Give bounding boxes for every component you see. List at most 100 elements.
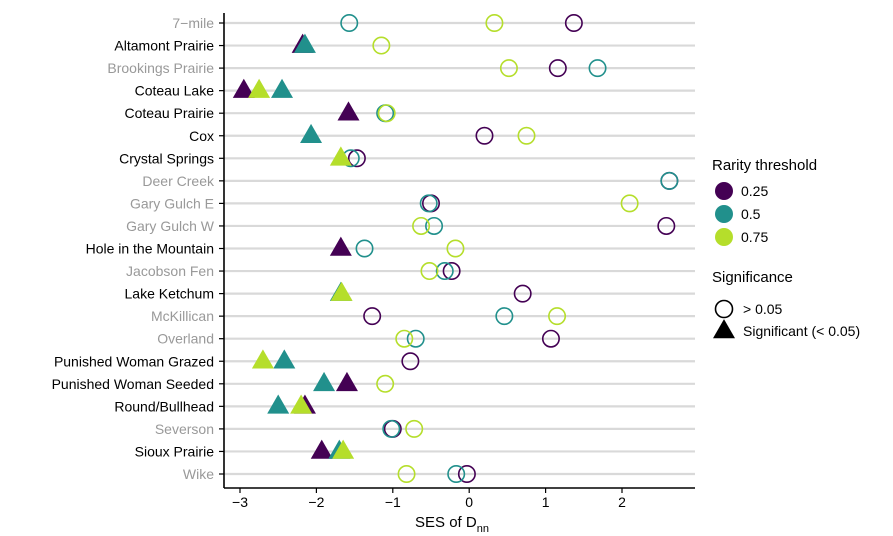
gridlines — [224, 21, 695, 476]
point-nonsignificant-circle — [457, 464, 476, 483]
point-significant-triangle — [300, 123, 323, 144]
point-nonsignificant-circle — [517, 126, 536, 145]
point-nonsignificant-circle — [412, 216, 431, 235]
y-tick-label: Hole in the Mountain — [86, 241, 214, 257]
x-tick-label: 2 — [618, 494, 626, 510]
point-nonsignificant-circle — [657, 216, 676, 235]
point-significant-triangle — [248, 78, 271, 98]
point-significant-triangle — [290, 394, 313, 414]
point-significant-triangle — [232, 78, 255, 98]
point-significant-triangle — [329, 236, 352, 256]
point-nonsignificant-circle — [340, 14, 359, 32]
point-significant-triangle — [310, 439, 333, 459]
y-tick-label: Coteau Prairie — [125, 105, 215, 121]
y-tick-label: Brookings Prairie — [107, 60, 214, 76]
point-significant-triangle — [330, 281, 353, 301]
legend-shape-items: > 0.05 Significant (< 0.05) — [713, 299, 860, 339]
point-nonsignificant-circle — [419, 194, 438, 213]
x-tick-label: −3 — [232, 494, 248, 510]
legend-color-label: 0.5 — [741, 206, 761, 222]
y-tick-label: Jacobson Fen — [126, 263, 214, 279]
point-nonsignificant-circle — [660, 171, 679, 190]
point-nonsignificant-circle — [564, 14, 583, 32]
point-nonsignificant-circle — [475, 126, 494, 145]
point-nonsignificant-circle — [435, 262, 454, 281]
x-axis-title-subscript: nn — [477, 523, 489, 535]
point-significant-triangle — [267, 394, 290, 414]
y-tick-label: 7−mile — [172, 15, 214, 31]
point-nonsignificant-circle — [495, 307, 514, 326]
y-tick-label: Punished Woman Grazed — [54, 353, 214, 369]
point-nonsignificant-circle — [347, 149, 366, 168]
point-significant-triangle — [332, 439, 355, 459]
point-nonsignificant-circle — [401, 352, 420, 371]
legend-color-label: 0.75 — [741, 229, 768, 245]
point-nonsignificant-circle — [405, 419, 424, 438]
point-nonsignificant-circle — [382, 419, 401, 438]
point-nonsignificant-circle — [395, 329, 414, 348]
y-tick-label: Lake Ketchum — [125, 286, 215, 302]
point-significant-triangle — [271, 78, 294, 98]
point-nonsignificant-circle — [406, 329, 425, 348]
point-nonsignificant-circle — [548, 59, 567, 78]
y-tick-label: Wike — [183, 466, 214, 482]
legend-color-label: 0.25 — [741, 183, 768, 199]
x-tick-label: 0 — [465, 494, 473, 510]
y-axis-labels: 7−mile Altamont Prairie Brookings Prairie C… — [52, 15, 224, 482]
x-axis-ticks: −3 −2 −1 0 1 2 — [232, 488, 626, 510]
x-tick-label: −1 — [385, 494, 401, 510]
point-nonsignificant-circle — [541, 329, 560, 348]
legend-color-swatch — [715, 205, 733, 223]
y-tick-label: Overland — [157, 331, 214, 347]
point-nonsignificant-circle — [548, 307, 567, 326]
legend-shape-label: Significant (< 0.05) — [743, 323, 860, 339]
point-nonsignificant-circle — [620, 194, 639, 213]
x-axis-title-main: SES of D — [415, 514, 477, 531]
x-tick-label: 1 — [542, 494, 550, 510]
point-nonsignificant-circle — [355, 239, 374, 258]
y-tick-label: Gary Gulch W — [126, 218, 215, 234]
point-nonsignificant-circle — [446, 239, 465, 258]
point-significant-triangle — [273, 349, 296, 369]
point-nonsignificant-circle — [425, 216, 444, 235]
y-tick-label: Crystal Springs — [119, 150, 214, 166]
point-significant-triangle — [313, 371, 336, 392]
legend: Rarity threshold 0.25 0.5 0.75 Significanc… — [712, 157, 860, 339]
point-nonsignificant-circle — [499, 59, 518, 78]
legend-shape-title: Significance — [712, 269, 793, 286]
y-tick-label: Cox — [189, 128, 214, 144]
point-nonsignificant-circle — [363, 307, 382, 326]
y-tick-label: Round/Bullhead — [114, 398, 214, 414]
point-nonsignificant-circle — [376, 374, 395, 393]
x-tick-label: −2 — [308, 494, 324, 510]
point-significant-triangle — [329, 146, 352, 166]
y-tick-label: Altamont Prairie — [114, 38, 214, 54]
point-nonsignificant-circle — [442, 262, 461, 281]
y-tick-label: Gary Gulch E — [130, 195, 214, 211]
legend-color-swatch — [715, 182, 733, 200]
point-nonsignificant-circle — [377, 104, 396, 123]
legend-color-swatch — [715, 228, 733, 246]
point-significant-triangle — [293, 33, 316, 53]
point-nonsignificant-circle — [485, 14, 504, 32]
point-nonsignificant-circle — [420, 262, 439, 281]
point-nonsignificant-circle — [447, 464, 466, 483]
legend-circle-shape — [714, 299, 734, 319]
data-points — [232, 14, 679, 483]
point-nonsignificant-circle — [588, 59, 607, 78]
y-tick-label: Severson — [155, 421, 214, 437]
legend-shape-label: > 0.05 — [743, 301, 783, 317]
y-tick-label: Deer Creek — [142, 173, 215, 189]
y-tick-label: Punished Woman Seeded — [52, 376, 214, 392]
point-nonsignificant-circle — [513, 284, 532, 303]
legend-color-items: 0.25 0.5 0.75 — [715, 182, 768, 246]
legend-color-title: Rarity threshold — [712, 157, 817, 174]
point-significant-triangle — [337, 101, 360, 121]
legend-triangle-shape — [713, 319, 735, 339]
point-significant-triangle — [335, 371, 358, 392]
y-tick-label: Coteau Lake — [135, 83, 215, 99]
y-tick-label: McKillican — [151, 308, 214, 324]
point-nonsignificant-circle — [397, 464, 416, 483]
y-tick-label: Sioux Prairie — [135, 443, 215, 459]
